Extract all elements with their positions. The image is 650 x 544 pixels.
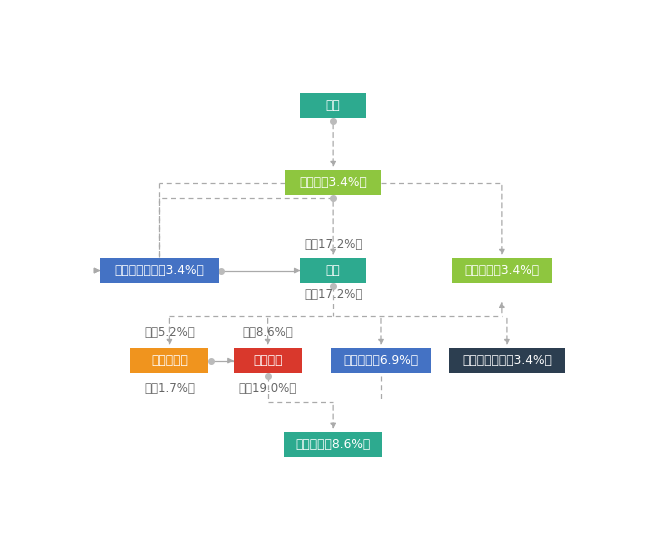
Text: 後（19.0%）: 後（19.0%） bbox=[239, 382, 297, 395]
FancyBboxPatch shape bbox=[452, 258, 552, 283]
Text: 前（8.6%）: 前（8.6%） bbox=[242, 326, 293, 339]
Text: 後（17.2%）: 後（17.2%） bbox=[304, 288, 362, 301]
Text: 緩和ケア（8.6%）: 緩和ケア（8.6%） bbox=[296, 438, 370, 451]
FancyBboxPatch shape bbox=[449, 348, 565, 373]
Text: 前（5.2%）: 前（5.2%） bbox=[144, 326, 195, 339]
FancyBboxPatch shape bbox=[285, 170, 381, 195]
FancyBboxPatch shape bbox=[284, 432, 382, 457]
Text: 経過観察（6.9%）: 経過観察（6.9%） bbox=[343, 354, 419, 367]
Text: 化学療法: 化学療法 bbox=[253, 354, 282, 367]
FancyBboxPatch shape bbox=[300, 92, 366, 118]
FancyBboxPatch shape bbox=[131, 348, 209, 373]
Text: 化学療法（3.4%）: 化学療法（3.4%） bbox=[464, 264, 540, 277]
Text: 放射線療法: 放射線療法 bbox=[151, 354, 188, 367]
Text: 診察時（3.4%）: 診察時（3.4%） bbox=[299, 176, 367, 189]
Text: 後（1.7%）: 後（1.7%） bbox=[144, 382, 195, 395]
FancyBboxPatch shape bbox=[233, 348, 302, 373]
Text: ホルモン療法（3.4%）: ホルモン療法（3.4%） bbox=[462, 354, 552, 367]
FancyBboxPatch shape bbox=[331, 348, 432, 373]
Text: 前（17.2%）: 前（17.2%） bbox=[304, 238, 362, 251]
Text: 手術: 手術 bbox=[326, 264, 341, 277]
FancyBboxPatch shape bbox=[100, 258, 218, 283]
FancyBboxPatch shape bbox=[300, 258, 366, 283]
Text: 検査: 検査 bbox=[326, 98, 341, 112]
Text: 術前化学療法（3.4%）: 術前化学療法（3.4%） bbox=[114, 264, 204, 277]
